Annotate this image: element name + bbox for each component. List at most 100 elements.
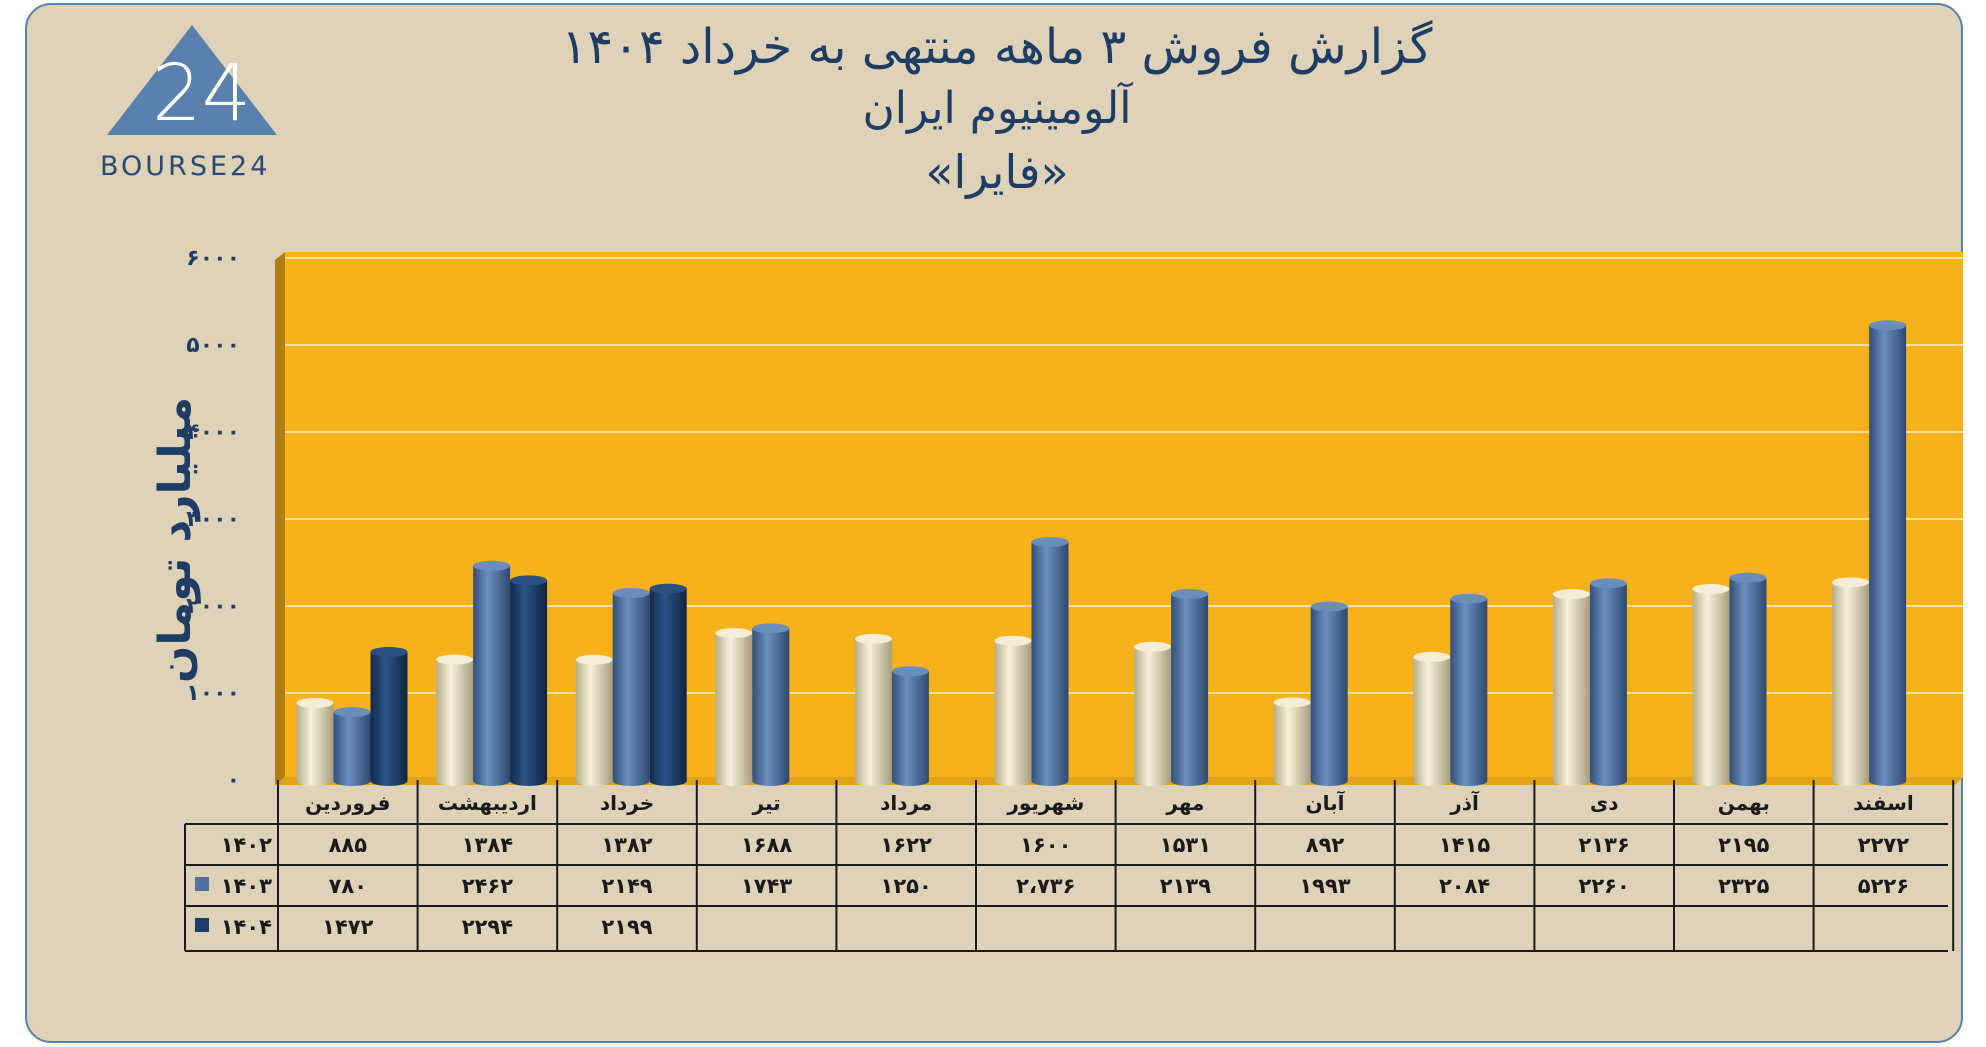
bar bbox=[1832, 577, 1870, 786]
y-tick-label: ۵۰۰۰ bbox=[186, 333, 240, 358]
bar bbox=[1031, 536, 1069, 786]
bar-base bbox=[752, 776, 790, 786]
bar bbox=[1273, 697, 1311, 786]
category-label: فروردین bbox=[305, 791, 390, 815]
y-axis-label: میلیارد تومان bbox=[150, 397, 201, 683]
bar-base bbox=[1869, 776, 1907, 786]
bar-top bbox=[436, 654, 474, 665]
legend-label: ۱۴۰۲ bbox=[221, 833, 272, 857]
bar-body bbox=[1413, 656, 1451, 781]
bar-body bbox=[1310, 606, 1348, 781]
bar-base bbox=[994, 776, 1032, 786]
data-label: ۲۲۶۰ bbox=[1579, 874, 1630, 898]
bar bbox=[1869, 320, 1907, 786]
bar bbox=[1413, 651, 1451, 786]
data-table: فروردین اردیبهشت خرداد تیر مرداد شهریور مهر آبا… bbox=[184, 780, 1955, 952]
bar-body bbox=[715, 633, 753, 781]
data-label: ۱۳۸۴ bbox=[462, 833, 513, 857]
bar-top bbox=[1692, 584, 1730, 595]
bar-base bbox=[1450, 776, 1488, 786]
bar-body bbox=[1832, 582, 1870, 781]
bar-body bbox=[473, 565, 511, 781]
data-label: ۱۴۷۲ bbox=[322, 915, 373, 939]
category-label: اسفند bbox=[1853, 791, 1914, 815]
logo-wordmark: BOURSE24 bbox=[100, 151, 270, 182]
bar bbox=[752, 623, 790, 786]
bar bbox=[436, 654, 474, 786]
bar-body bbox=[612, 593, 650, 781]
bourse24-logo: 24 BOURSE24 bbox=[100, 25, 277, 182]
bar-body bbox=[296, 703, 334, 781]
category-label: آذر bbox=[1449, 790, 1480, 815]
bar-base bbox=[473, 776, 511, 786]
bar bbox=[1729, 572, 1767, 786]
bar-top bbox=[891, 666, 929, 677]
bar-base bbox=[1031, 776, 1069, 786]
bar-body bbox=[1134, 646, 1172, 781]
y-tick-label: ۱۰۰۰ bbox=[186, 681, 240, 706]
bar-top bbox=[1310, 601, 1348, 612]
bar-top bbox=[752, 623, 790, 634]
bar-top bbox=[1031, 536, 1069, 547]
data-label: ۲۱۳۹ bbox=[1160, 874, 1211, 898]
data-label: ۲۲۷۲ bbox=[1858, 833, 1909, 857]
data-label: ۵۲۲۶ bbox=[1858, 874, 1909, 898]
data-label: ۱۲۵۰ bbox=[881, 874, 932, 898]
plot-side-wall bbox=[275, 252, 285, 785]
bar bbox=[510, 575, 548, 786]
bar-base bbox=[436, 776, 474, 786]
bar-base bbox=[1413, 776, 1451, 786]
bar-top bbox=[649, 583, 687, 594]
bar bbox=[649, 583, 687, 786]
bar bbox=[1134, 641, 1172, 786]
category-label: مرداد bbox=[880, 791, 932, 815]
category-label: دی bbox=[1590, 791, 1619, 815]
bar bbox=[612, 588, 650, 786]
bar-base bbox=[612, 776, 650, 786]
bar-top bbox=[1450, 593, 1488, 604]
bar-body bbox=[1552, 594, 1590, 781]
y-tick-label: ۴۰۰۰ bbox=[186, 420, 240, 445]
data-label: ۲۳۲۵ bbox=[1718, 874, 1769, 898]
data-label: ۱۴۱۵ bbox=[1439, 833, 1490, 857]
bar-body bbox=[575, 659, 613, 781]
logo-digits: 24 bbox=[152, 49, 251, 139]
bar-body bbox=[752, 628, 790, 781]
bar-base bbox=[333, 776, 371, 786]
legend-label: ۱۴۰۴ bbox=[221, 915, 272, 939]
bar-base bbox=[1832, 776, 1870, 786]
legend-swatch bbox=[195, 877, 209, 891]
bar-top bbox=[715, 628, 753, 639]
plot-background bbox=[275, 252, 1963, 785]
bar-top bbox=[1552, 589, 1590, 600]
bar bbox=[715, 628, 753, 786]
bar bbox=[891, 666, 929, 786]
bar bbox=[854, 633, 892, 786]
bar-base bbox=[1552, 776, 1590, 786]
bar-base bbox=[370, 776, 408, 786]
y-tick-label: ۰ bbox=[227, 768, 240, 793]
bar-body bbox=[1450, 598, 1488, 781]
bar-body bbox=[1171, 593, 1209, 781]
category-label: بهمن bbox=[1718, 791, 1770, 815]
legend-label: ۱۴۰۳ bbox=[221, 874, 272, 898]
bar-body bbox=[1273, 702, 1311, 781]
title-line-3: «فایرا» bbox=[925, 145, 1069, 199]
bar-top bbox=[575, 654, 613, 665]
bars bbox=[296, 320, 1907, 786]
bar bbox=[1589, 578, 1627, 786]
data-label: ۸۹۲ bbox=[1306, 833, 1345, 857]
category-label: خرداد bbox=[600, 791, 654, 815]
bar-top bbox=[296, 698, 334, 709]
bar-top bbox=[1134, 641, 1172, 652]
bar-body bbox=[333, 712, 371, 781]
category-label: مهر bbox=[1165, 791, 1204, 815]
bar-top bbox=[994, 635, 1032, 646]
bar-base bbox=[1310, 776, 1348, 786]
bar-top bbox=[510, 575, 548, 586]
bar-body bbox=[891, 671, 929, 781]
y-tick-label: ۳۰۰۰ bbox=[186, 507, 240, 532]
bar-top bbox=[1729, 572, 1767, 583]
category-label: تیر bbox=[752, 791, 781, 815]
